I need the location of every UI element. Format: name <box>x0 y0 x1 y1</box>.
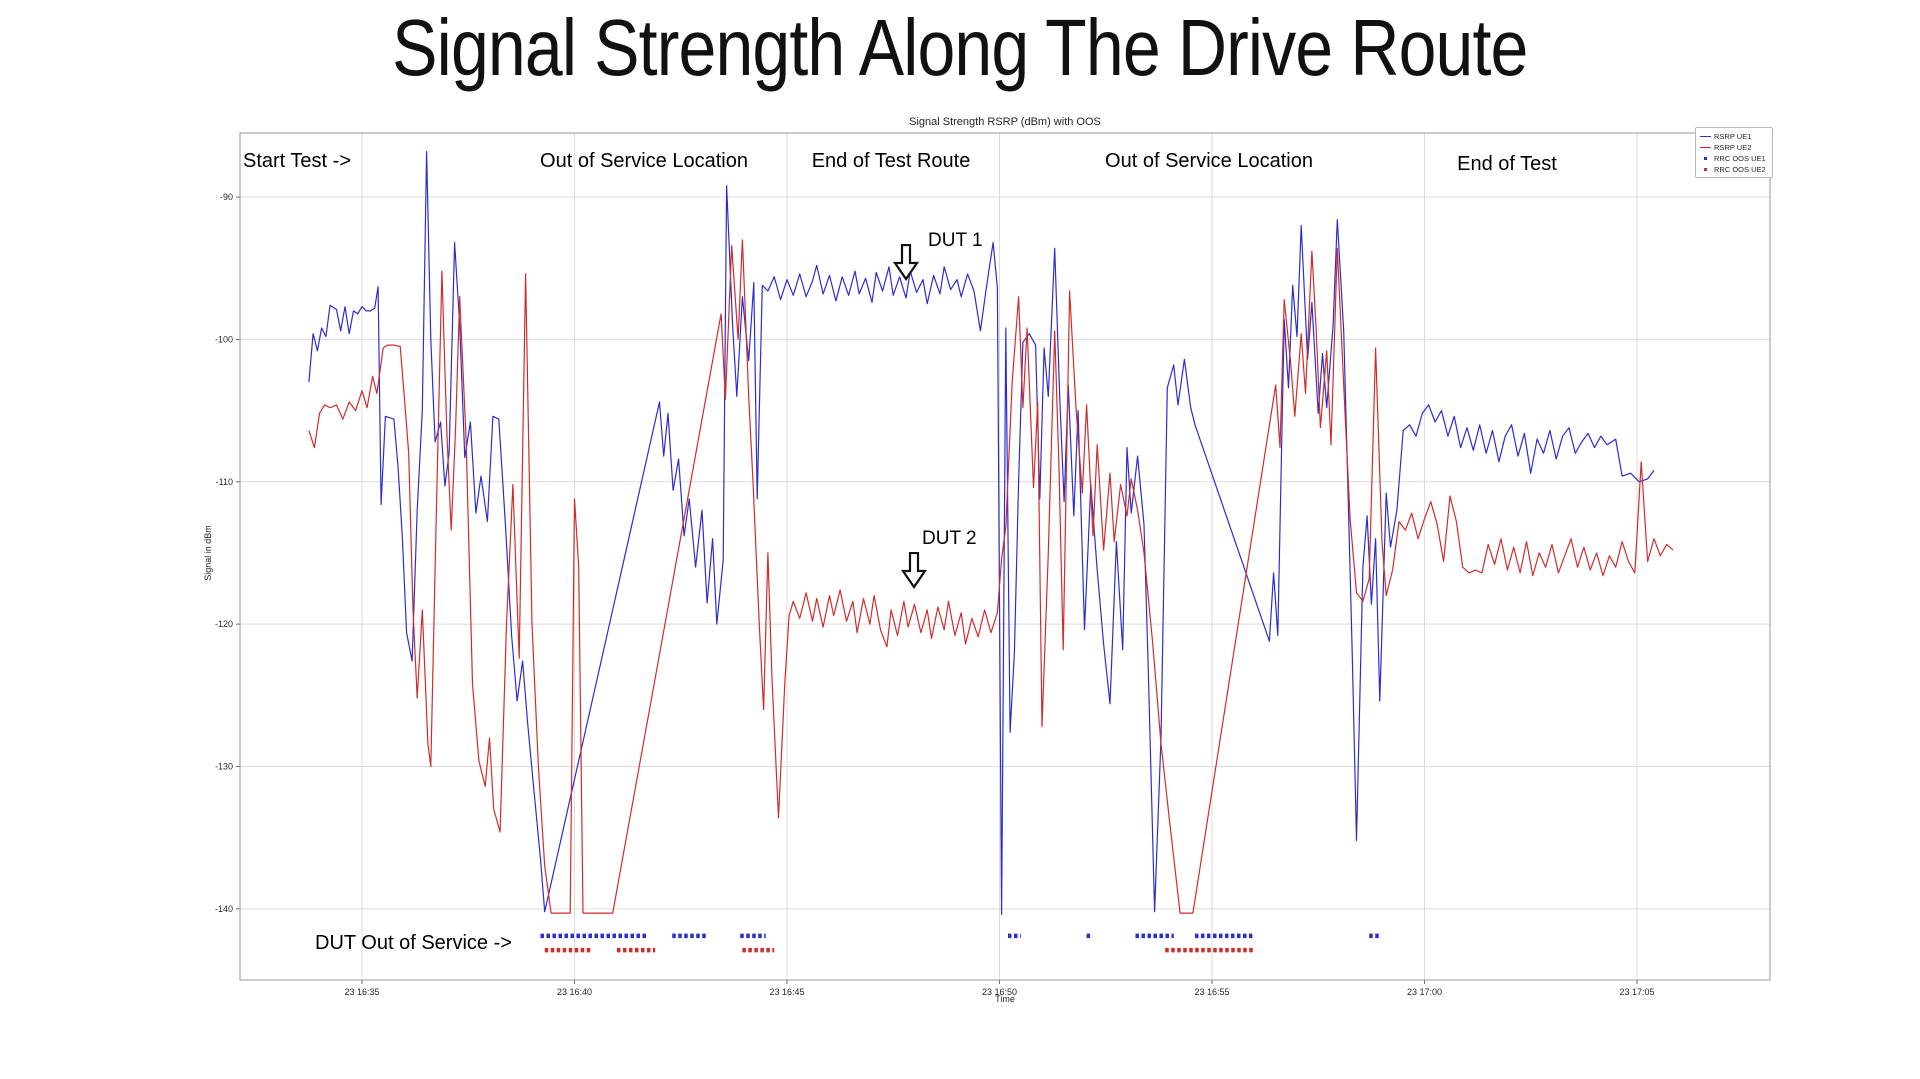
legend-item-rrc-oos-ue1: RRC OOS UE1 <box>1700 153 1768 164</box>
legend-item-rsrp-ue1: RSRP UE1 <box>1700 131 1768 142</box>
x-tick-label: 23 17:00 <box>1407 987 1442 997</box>
annotation-dut1: DUT 1 <box>928 230 983 251</box>
rsrp-ue1-line <box>308 150 1655 916</box>
annotation-dut-out-of-service: DUT Out of Service -> <box>315 932 512 954</box>
y-tick-label: -140 <box>215 904 233 914</box>
y-tick-label: -90 <box>220 192 233 202</box>
x-tick-label: 23 17:05 <box>1619 987 1654 997</box>
x-axis-label: Time <box>995 994 1015 1004</box>
y-tick-label: -110 <box>216 477 233 487</box>
annotation-end-of-test-route: End of Test Route <box>811 150 971 172</box>
plot-border <box>239 132 1771 981</box>
legend-marker-swatch <box>1704 157 1707 160</box>
x-tick-label: 23 16:35 <box>344 987 379 997</box>
y-tick-label: -130 <box>215 761 233 771</box>
y-tick-label: -100 <box>215 334 233 344</box>
page-title: Signal Strength Along The Drive Route <box>392 3 1528 92</box>
down-arrow-icon <box>901 552 927 589</box>
annotation-oos-location-1: Out of Service Location <box>540 150 748 172</box>
down-arrow-icon <box>893 244 919 281</box>
y-axis-label: Signal in dBm <box>203 525 213 581</box>
annotation-end-of-test: End of Test <box>1457 153 1557 175</box>
y-tick-label: -120 <box>215 619 233 629</box>
legend-line-swatch <box>1700 136 1711 137</box>
rsrp-ue2-line <box>308 239 1674 914</box>
legend-item-rsrp-ue2: RSRP UE2 <box>1700 142 1768 153</box>
chart-legend: RSRP UE1 RSRP UE2 RRC OOS UE1 RRC OOS UE2 <box>1695 127 1773 178</box>
legend-marker-swatch <box>1704 168 1707 171</box>
legend-line-swatch <box>1700 147 1711 148</box>
legend-label: RRC OOS UE2 <box>1714 165 1766 174</box>
legend-item-rrc-oos-ue2: RRC OOS UE2 <box>1700 164 1768 175</box>
annotation-start-test: Start Test -> <box>243 150 352 172</box>
chart-title: Signal Strength RSRP (dBm) with OOS <box>909 116 1101 128</box>
annotation-dut2: DUT 2 <box>922 528 977 549</box>
x-tick-label: 23 16:40 <box>557 987 592 997</box>
legend-label: RSRP UE2 <box>1714 143 1752 152</box>
x-tick-label: 23 16:50 <box>982 987 1017 997</box>
legend-label: RRC OOS UE1 <box>1714 154 1766 163</box>
legend-label: RSRP UE1 <box>1714 132 1752 141</box>
x-tick-label: 23 16:45 <box>769 987 804 997</box>
x-tick-label: 23 16:55 <box>1194 987 1229 997</box>
annotation-oos-location-2: Out of Service Location <box>1105 150 1313 172</box>
